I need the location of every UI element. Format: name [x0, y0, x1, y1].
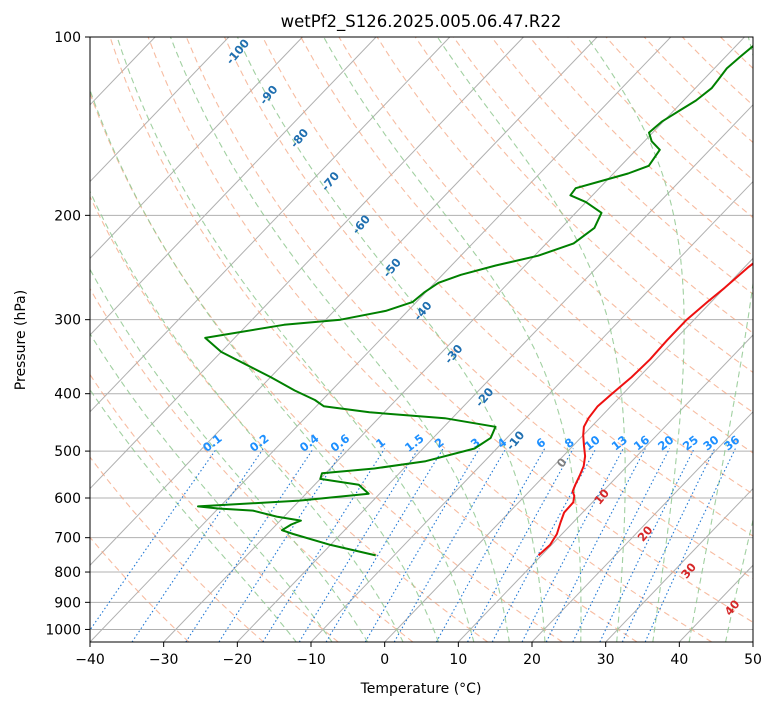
y-tick-label: 300: [54, 313, 81, 329]
chart-title: wetPf2_S126.2025.005.06.47.R22: [281, 12, 562, 32]
y-tick-label: 700: [54, 531, 81, 547]
x-tick-label: 40: [670, 652, 688, 668]
y-tick-label: 800: [54, 565, 81, 581]
x-tick-label: −40: [75, 652, 105, 668]
y-tick-label: 1000: [45, 622, 81, 638]
x-tick-label: 0: [380, 652, 389, 668]
y-tick-label: 600: [54, 491, 81, 507]
x-axis-label: Temperature (°C): [360, 681, 482, 697]
x-tick-label: 50: [744, 652, 762, 668]
y-tick-label: 900: [54, 595, 81, 611]
x-tick-label: 20: [523, 652, 541, 668]
x-tick-label: −30: [149, 652, 179, 668]
x-tick-label: −10: [296, 652, 326, 668]
y-tick-label: 400: [54, 387, 81, 403]
y-tick-label: 100: [54, 30, 81, 46]
x-tick-label: −20: [223, 652, 253, 668]
y-tick-label: 200: [54, 208, 81, 224]
x-tick-label: 30: [597, 652, 615, 668]
y-tick-label: 500: [54, 444, 81, 460]
y-axis-label: Pressure (hPa): [13, 290, 29, 390]
x-tick-label: 10: [449, 652, 467, 668]
